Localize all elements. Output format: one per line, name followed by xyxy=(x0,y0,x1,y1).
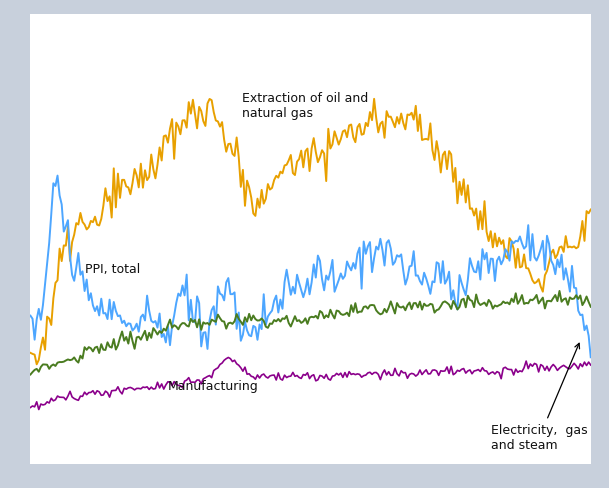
Text: Manufacturing: Manufacturing xyxy=(167,380,258,393)
Text: Electricity,  gas
and steam: Electricity, gas and steam xyxy=(491,344,588,451)
Text: PPI, total: PPI, total xyxy=(85,262,141,275)
Text: Extraction of oil and
natural gas: Extraction of oil and natural gas xyxy=(242,92,368,120)
